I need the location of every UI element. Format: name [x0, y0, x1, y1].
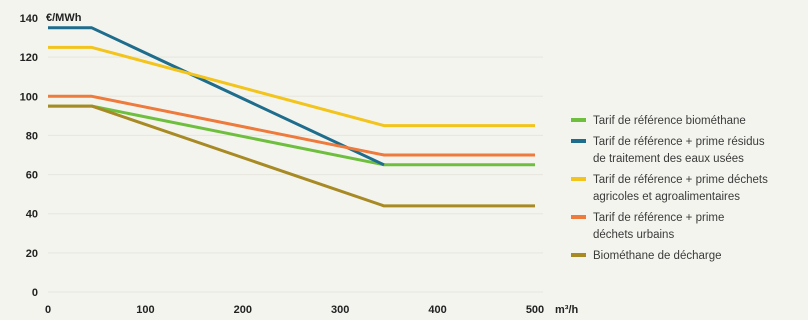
series-line-4	[48, 94, 535, 157]
legend-label: déchets urbains	[593, 229, 674, 241]
y-tick-label: 120	[20, 52, 38, 64]
legend-item: Tarif de référence + prime déchets agrico…	[571, 174, 768, 203]
y-tick-label: 40	[26, 209, 38, 221]
legend-label: Biométhane de décharge	[593, 250, 722, 262]
legend: Tarif de référence biométhane Tarif de ré…	[571, 115, 768, 262]
legend-label: Tarif de référence biométhane	[593, 115, 746, 127]
y-axis-unit-label: €/MWh	[46, 12, 82, 24]
y-tick-label: 0	[32, 287, 38, 299]
legend-swatch	[571, 118, 586, 122]
x-axis-unit-label: m³/h	[555, 304, 579, 316]
legend-label: de traitement des eaux usées	[593, 153, 744, 165]
x-tick-label: 300	[331, 304, 349, 316]
y-tick-label: 60	[26, 170, 38, 182]
x-tick-label: 100	[136, 304, 154, 316]
series-line-5	[48, 104, 535, 208]
legend-swatch	[571, 139, 586, 143]
y-tick-label: 80	[26, 130, 38, 142]
series-lines	[48, 26, 535, 208]
legend-item: Tarif de référence biométhane	[571, 115, 746, 127]
y-axis-ticks: 0 20 40 60 80 100 120 140	[20, 13, 38, 299]
legend-swatch	[571, 215, 586, 219]
x-tick-label: 0	[45, 304, 51, 316]
x-tick-label: 200	[234, 304, 252, 316]
legend-swatch	[571, 253, 586, 257]
x-tick-label: 500	[526, 304, 544, 316]
legend-item: Biométhane de décharge	[571, 250, 722, 262]
y-tick-label: 100	[20, 91, 38, 103]
legend-item: Tarif de référence + prime déchets urbain…	[571, 212, 724, 241]
legend-label: Tarif de référence + prime déchets	[593, 174, 768, 186]
legend-label: Tarif de référence + prime	[593, 212, 724, 224]
series-line-2	[48, 26, 385, 167]
y-tick-label: 140	[20, 13, 38, 25]
legend-swatch	[571, 177, 586, 181]
legend-label: Tarif de référence + prime résidus	[593, 136, 765, 148]
x-axis-ticks: 0 100 200 300 400 500	[45, 304, 544, 316]
legend-item: Tarif de référence + prime résidus de tra…	[571, 136, 765, 165]
y-tick-label: 20	[26, 248, 38, 260]
x-tick-label: 400	[428, 304, 446, 316]
series-line-3	[48, 45, 535, 128]
legend-label: agricoles et agroalimentaires	[593, 191, 740, 203]
